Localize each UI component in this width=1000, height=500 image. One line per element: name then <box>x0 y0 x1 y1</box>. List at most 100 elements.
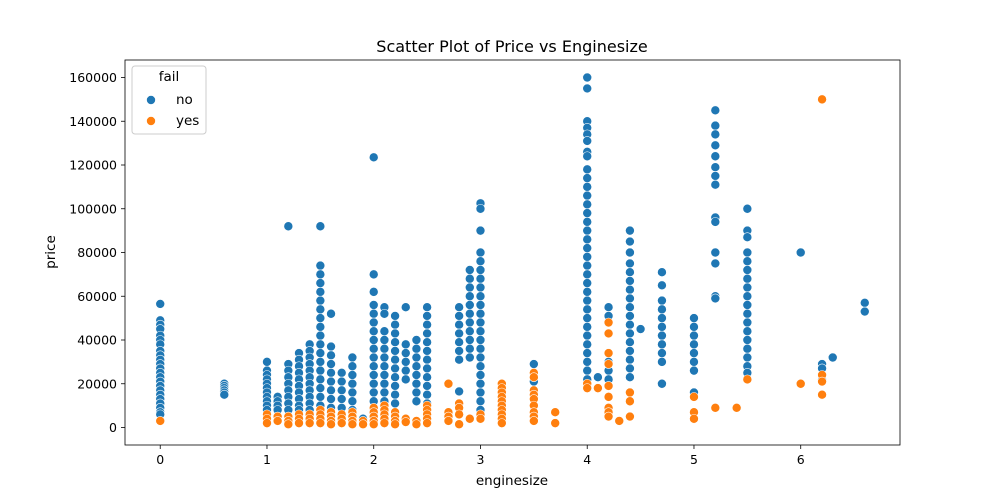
data-point-no <box>379 370 390 380</box>
data-point-no <box>657 330 667 341</box>
data-point-yes <box>262 418 272 428</box>
series-no <box>155 72 870 424</box>
series-yes <box>155 94 827 430</box>
y-tick-label: 40000 <box>77 333 117 348</box>
data-point-no <box>827 352 838 363</box>
data-point-no <box>689 348 699 358</box>
data-point-no <box>582 72 593 83</box>
data-point-no <box>411 378 422 389</box>
data-point-no <box>336 376 347 387</box>
data-point-no <box>379 378 390 389</box>
data-point-no <box>625 276 635 286</box>
data-point-no <box>475 370 486 380</box>
data-point-no <box>582 357 593 367</box>
data-point-yes <box>454 419 464 430</box>
data-point-yes <box>454 409 464 420</box>
data-point-no <box>689 339 699 350</box>
data-point-no <box>475 317 486 328</box>
x-axis-label: enginesize <box>476 473 548 489</box>
chart-title: Scatter Plot of Price vs Enginesize <box>376 37 647 56</box>
data-point-no <box>710 217 721 227</box>
data-point-no <box>582 252 593 262</box>
data-point-yes <box>603 381 614 391</box>
data-point-no <box>582 365 593 376</box>
data-point-no <box>625 363 635 374</box>
data-point-no <box>582 330 593 341</box>
data-point-no <box>582 151 593 162</box>
data-point-no <box>326 359 336 369</box>
data-point-no <box>326 308 336 319</box>
data-point-no <box>625 258 635 269</box>
data-point-no <box>475 265 486 275</box>
legend: fail no yes <box>131 65 207 135</box>
data-point-no <box>475 291 486 302</box>
data-point-no <box>315 260 326 271</box>
data-point-no <box>368 361 379 372</box>
data-point-yes <box>411 419 422 430</box>
data-point-no <box>475 387 486 398</box>
data-point-no <box>859 306 870 317</box>
data-point-no <box>390 372 400 382</box>
data-point-no <box>475 282 486 293</box>
data-point-yes <box>390 419 400 430</box>
data-point-no <box>411 396 422 407</box>
data-point-no <box>368 287 379 297</box>
data-point-no <box>379 387 390 398</box>
data-point-yes <box>422 418 432 428</box>
data-point-no <box>742 352 753 363</box>
data-point-no <box>475 273 486 284</box>
data-point-yes <box>368 419 379 430</box>
legend-marker-no <box>146 95 156 105</box>
data-point-no <box>315 269 326 280</box>
data-point-no <box>529 359 539 369</box>
data-point-yes <box>443 416 454 426</box>
data-point-yes <box>603 348 614 358</box>
y-tick-label: 100000 <box>69 201 117 216</box>
data-point-no <box>475 326 486 337</box>
data-point-no <box>742 291 753 302</box>
data-point-no <box>710 140 721 151</box>
data-point-no <box>315 287 326 297</box>
legend-title: fail <box>159 69 180 85</box>
data-point-no <box>464 282 475 293</box>
data-point-no <box>710 258 721 269</box>
data-point-no <box>582 339 593 350</box>
data-point-yes <box>550 407 561 417</box>
data-point-no <box>582 304 593 315</box>
data-point-no <box>422 354 432 365</box>
data-point-no <box>475 361 486 372</box>
data-point-no <box>336 385 347 396</box>
data-point-no <box>315 383 326 393</box>
data-point-yes <box>817 94 827 105</box>
data-point-yes <box>336 418 347 428</box>
x-tick-label: 3 <box>476 452 484 467</box>
data-point-no <box>464 265 475 275</box>
data-point-no <box>464 291 475 302</box>
data-point-yes <box>475 413 486 424</box>
data-point-yes <box>710 403 721 413</box>
data-point-no <box>625 225 635 236</box>
data-point-yes <box>326 419 336 430</box>
data-point-yes <box>294 418 304 428</box>
data-point-yes <box>497 418 507 428</box>
data-point-no <box>368 335 379 345</box>
data-point-no <box>742 247 753 258</box>
data-point-no <box>390 381 400 391</box>
data-point-no <box>400 302 411 312</box>
data-point-no <box>390 346 400 356</box>
data-point-no <box>422 372 432 382</box>
data-point-no <box>689 365 699 376</box>
data-point-yes <box>614 416 625 426</box>
data-point-no <box>657 313 667 323</box>
data-point-no <box>710 120 721 131</box>
data-point-yes <box>443 378 454 389</box>
legend-marker-yes <box>146 116 156 126</box>
data-point-no <box>582 313 593 323</box>
data-point-no <box>379 308 390 319</box>
data-point-no <box>625 267 635 277</box>
data-point-no <box>582 260 593 271</box>
data-point-no <box>742 273 753 284</box>
data-point-no <box>625 319 635 330</box>
data-point-no <box>155 299 166 309</box>
